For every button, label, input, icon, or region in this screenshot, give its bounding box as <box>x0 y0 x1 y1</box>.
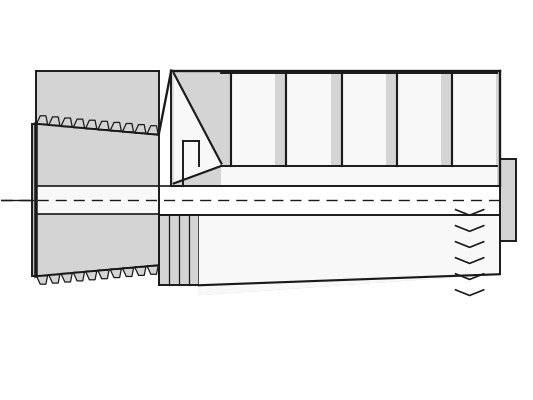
Polygon shape <box>36 71 171 135</box>
Polygon shape <box>342 73 386 166</box>
Polygon shape <box>221 166 497 185</box>
Polygon shape <box>36 186 159 214</box>
Polygon shape <box>85 271 97 280</box>
Polygon shape <box>286 73 330 166</box>
Polygon shape <box>122 268 134 276</box>
Polygon shape <box>73 119 84 128</box>
Polygon shape <box>36 276 47 284</box>
Polygon shape <box>49 274 60 283</box>
Polygon shape <box>199 215 500 295</box>
Polygon shape <box>135 125 146 133</box>
Polygon shape <box>397 73 441 166</box>
Polygon shape <box>500 159 516 241</box>
Polygon shape <box>49 117 60 126</box>
Polygon shape <box>122 124 134 132</box>
Polygon shape <box>73 272 84 281</box>
Polygon shape <box>36 71 159 135</box>
Polygon shape <box>110 122 122 131</box>
Polygon shape <box>36 116 47 124</box>
Polygon shape <box>199 215 500 295</box>
Polygon shape <box>174 73 221 184</box>
Polygon shape <box>61 118 72 126</box>
Polygon shape <box>171 71 500 186</box>
Polygon shape <box>85 120 97 129</box>
Polygon shape <box>32 124 36 276</box>
Polygon shape <box>147 266 158 274</box>
Polygon shape <box>159 215 199 285</box>
Polygon shape <box>110 269 122 278</box>
Polygon shape <box>231 73 276 166</box>
Polygon shape <box>135 267 146 275</box>
Polygon shape <box>452 73 496 166</box>
Polygon shape <box>36 124 159 276</box>
Polygon shape <box>61 274 72 282</box>
Polygon shape <box>147 126 158 134</box>
Polygon shape <box>98 121 109 130</box>
Polygon shape <box>98 270 109 279</box>
